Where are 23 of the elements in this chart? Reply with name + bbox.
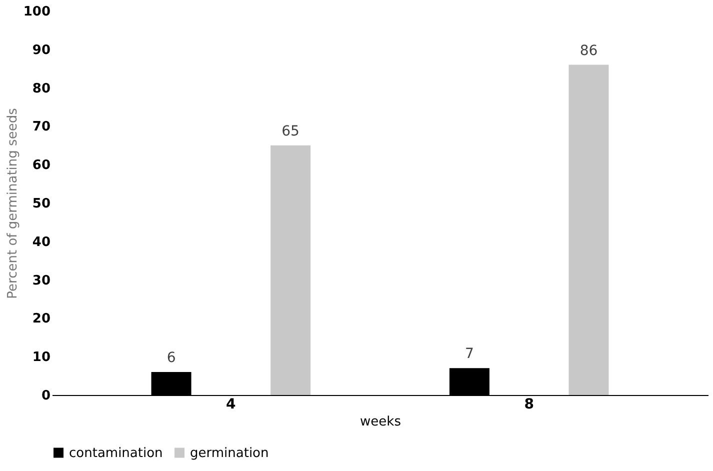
data-label: 7 <box>464 346 474 362</box>
y-tick-label: 10 <box>32 350 50 366</box>
data-label: 65 <box>282 123 300 140</box>
bar <box>270 145 311 395</box>
y-tick-label: 20 <box>32 312 50 327</box>
y-axis-title: Percent of germinating seeds <box>5 108 20 299</box>
bar <box>568 64 609 395</box>
y-tick-label: 30 <box>32 273 50 288</box>
y-tick-label: 80 <box>32 81 50 96</box>
y-tick-label: 100 <box>23 4 50 20</box>
legend-label: germination <box>190 446 269 461</box>
data-label: 86 <box>580 42 598 59</box>
data-label: 6 <box>166 350 176 366</box>
y-tick-label: 50 <box>32 196 50 212</box>
x-tick-label: 8 <box>524 396 534 412</box>
y-tick-label: 40 <box>32 234 50 250</box>
x-axis-title: weeks <box>360 414 402 430</box>
y-tick-label: 90 <box>32 42 50 58</box>
x-tick-label: 4 <box>226 396 236 412</box>
y-tick-label: 0 <box>41 388 50 404</box>
y-tick-label: 70 <box>32 120 50 135</box>
y-tick-label: 60 <box>32 158 50 174</box>
legend-label: contamination <box>69 446 163 461</box>
